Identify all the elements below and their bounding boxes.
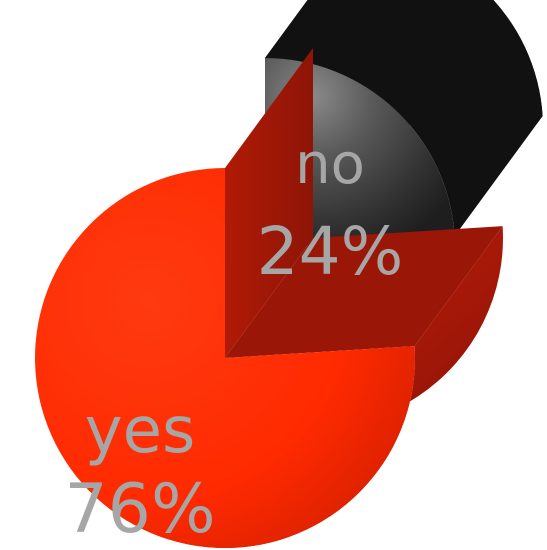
- slice-yes-inner-wall: [225, 48, 313, 358]
- slice-label-yes-category: yes: [85, 394, 196, 468]
- pie-labels: yes 76% no 24%: [64, 132, 403, 549]
- slice-no-side: [265, 0, 543, 237]
- slice-label-yes-value: 76%: [64, 470, 215, 549]
- slice-yes-inner-wall-2: [225, 226, 503, 358]
- slice-label-no-category: no: [295, 132, 365, 197]
- slice-yes: [35, 168, 416, 548]
- slice-label-no-value: 24%: [257, 213, 404, 290]
- pie-slices: [35, 0, 543, 549]
